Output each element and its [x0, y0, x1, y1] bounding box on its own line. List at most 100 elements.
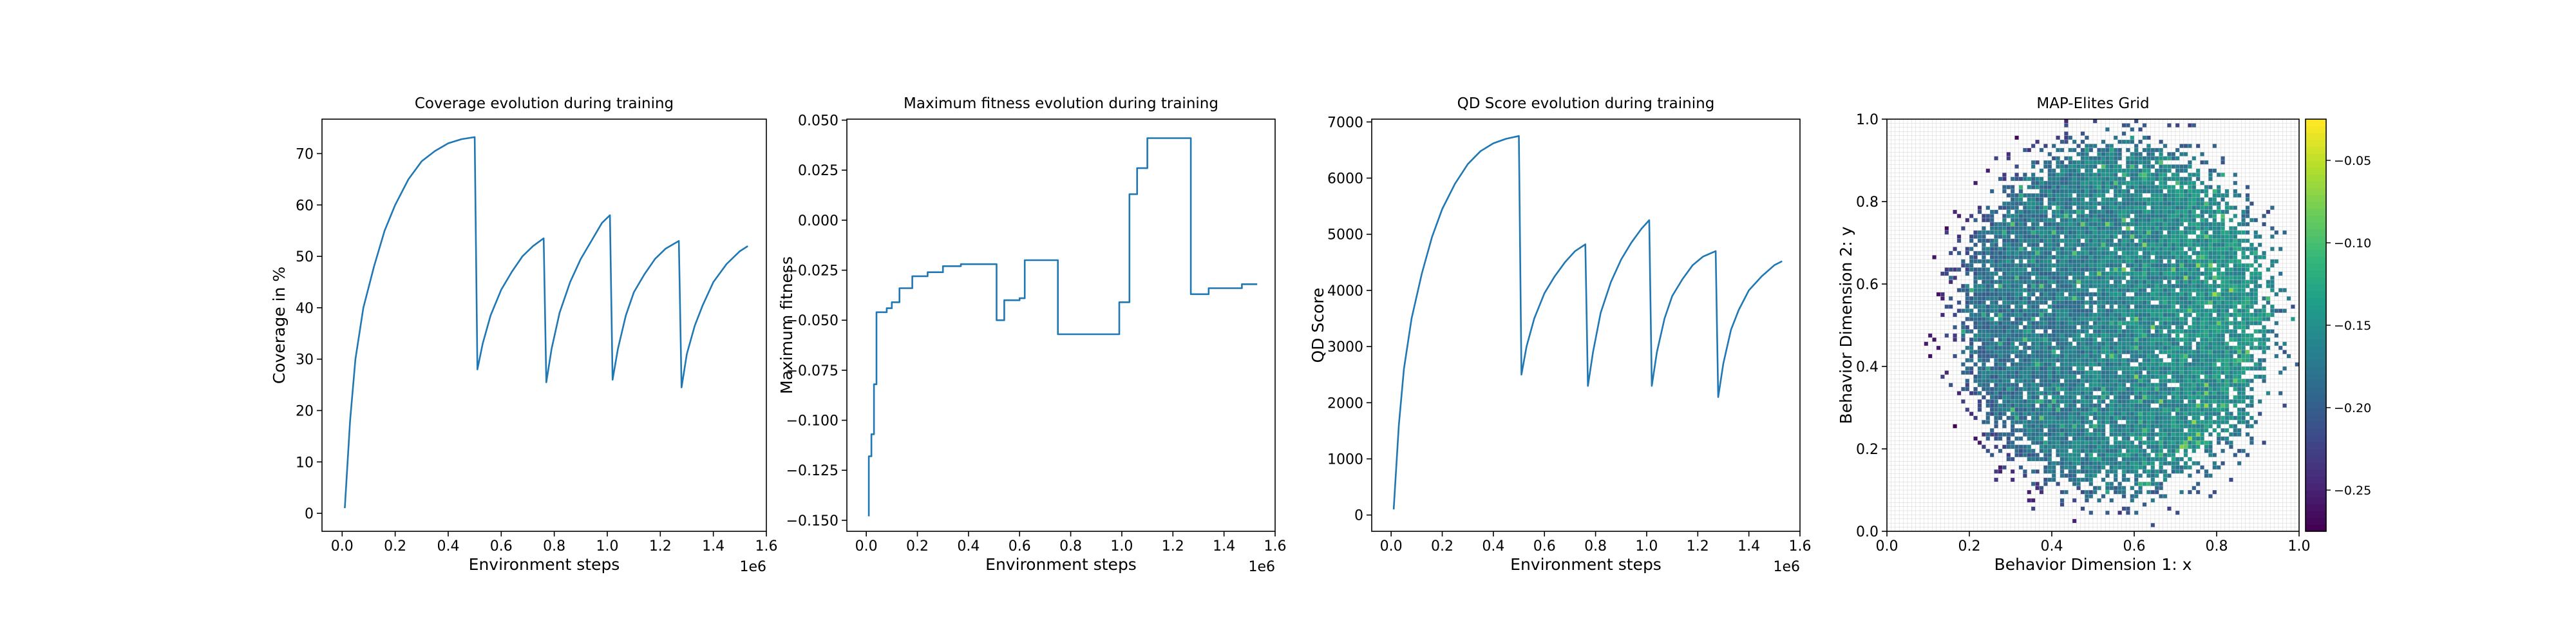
grid-cell	[2105, 341, 2110, 346]
grid-cell	[2085, 214, 2089, 218]
grid-cell	[2183, 255, 2188, 260]
grid-cell	[2018, 436, 2023, 441]
grid-cell	[2159, 230, 2163, 235]
grid-cell	[2101, 243, 2106, 247]
grid-cell	[2150, 333, 2155, 338]
grid-cell	[2266, 296, 2271, 301]
grid-cell	[2080, 412, 2085, 416]
grid-cell	[2121, 173, 2126, 177]
grid-cell	[2217, 321, 2221, 325]
grid-cell	[2217, 234, 2221, 239]
grid-cell	[2270, 276, 2275, 280]
grid-cell	[2072, 391, 2077, 395]
grid-cell	[2233, 263, 2237, 268]
grid-cell	[2126, 444, 2130, 449]
grid-cell	[2085, 202, 2089, 206]
grid-cell	[2039, 296, 2044, 301]
grid-cell	[2163, 440, 2168, 445]
grid-cell	[2237, 267, 2242, 272]
grid-cell	[2163, 366, 2168, 371]
grid-cell	[1994, 238, 1998, 243]
grid-cell	[1940, 292, 1945, 297]
grid-cell	[2121, 140, 2126, 144]
grid-cell	[2085, 379, 2089, 383]
grid-cell	[2011, 308, 2015, 313]
grid-cell	[1994, 387, 1998, 392]
grid-cell	[2200, 329, 2204, 334]
grid-cell	[2018, 362, 2023, 366]
grid-cell	[2043, 284, 2048, 289]
grid-cell	[2109, 230, 2114, 235]
grid-cell	[1994, 346, 1998, 350]
grid-cell	[2011, 370, 2015, 375]
grid-cell	[2183, 300, 2188, 305]
grid-cell	[2085, 279, 2089, 284]
grid-cell	[2047, 193, 2052, 198]
grid-cell	[2142, 181, 2147, 185]
grid-cell	[2212, 329, 2217, 334]
grid-cell	[2146, 366, 2151, 371]
grid-cell	[2224, 408, 2230, 412]
grid-cell	[2134, 251, 2139, 256]
grid-cell	[2126, 440, 2130, 445]
grid-cell	[2006, 329, 2011, 334]
grid-cell	[2097, 312, 2101, 317]
grid-cell	[2188, 288, 2192, 292]
grid-cell	[2043, 292, 2048, 297]
grid-cell	[2060, 408, 2065, 412]
grid-cell	[2212, 387, 2217, 392]
grid-cell	[2200, 279, 2204, 284]
grid-cell	[2085, 189, 2089, 194]
grid-cell	[2039, 259, 2044, 263]
grid-cell	[2171, 271, 2175, 276]
grid-cell	[1998, 205, 2003, 210]
grid-cell	[2204, 391, 2209, 395]
grid-cell	[2023, 247, 2027, 251]
grid-cell	[2208, 276, 2213, 280]
grid-cell	[2018, 333, 2023, 338]
grid-cell	[2126, 477, 2130, 482]
grid-cell	[2117, 284, 2122, 289]
grid-cell	[2188, 457, 2192, 462]
grid-cell	[2183, 243, 2188, 247]
grid-cell	[2142, 432, 2147, 437]
grid-cell	[2159, 226, 2163, 231]
grid-cell	[2212, 374, 2217, 379]
grid-cell	[2117, 226, 2122, 231]
grid-cell	[2163, 317, 2168, 321]
grid-cell	[2014, 292, 2019, 297]
grid-cell	[2126, 412, 2130, 416]
grid-cell	[2117, 428, 2122, 433]
grid-cell	[2150, 354, 2155, 359]
grid-cell	[1973, 350, 1978, 354]
grid-cell	[2064, 185, 2069, 189]
grid-cell	[2014, 395, 2019, 400]
grid-cell	[2155, 234, 2159, 239]
grid-cell	[2064, 383, 2069, 387]
grid-cell	[2060, 305, 2065, 309]
grid-cell	[2121, 288, 2126, 292]
grid-cell	[2023, 379, 2027, 383]
grid-cell	[2035, 279, 2040, 284]
grid-cell	[2080, 403, 2085, 408]
grid-cell	[2068, 234, 2072, 239]
grid-cell	[2056, 267, 2060, 272]
grid-cell	[2101, 312, 2106, 317]
grid-cell	[2134, 366, 2139, 371]
grid-cell	[2068, 391, 2072, 395]
grid-cell	[2027, 366, 2031, 371]
grid-cell	[2155, 259, 2159, 263]
y-tick-label: 20	[296, 403, 314, 419]
grid-cell	[2117, 267, 2122, 272]
grid-cell	[2146, 189, 2151, 194]
grid-cell	[1969, 259, 1974, 263]
grid-cell	[2093, 173, 2098, 177]
grid-cell	[2134, 279, 2139, 284]
grid-cell	[2196, 444, 2201, 449]
grid-cell	[2018, 321, 2023, 325]
grid-cell	[2200, 238, 2204, 243]
grid-cell	[2031, 449, 2036, 453]
grid-cell	[2188, 420, 2192, 424]
grid-cell	[2237, 300, 2242, 305]
grid-cell	[2217, 222, 2221, 227]
